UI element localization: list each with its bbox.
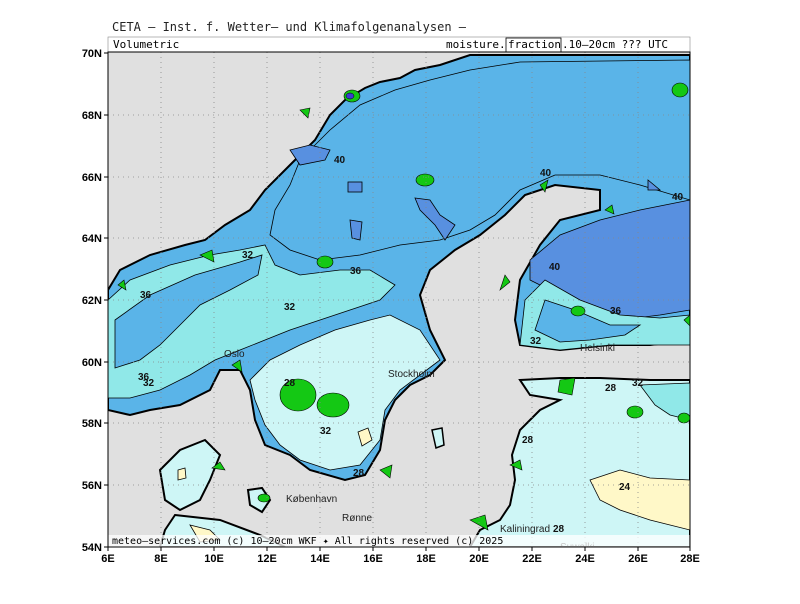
contour-label-32: 32: [242, 250, 254, 261]
lat-axis: 70N 68N 66N 64N 62N 60N 58N 56N 54N: [82, 48, 108, 554]
city-kobenhavn: København: [286, 494, 337, 505]
lat-label: 68N: [82, 110, 102, 122]
contour-label-28: 28: [553, 524, 565, 535]
band-40-lapland: [289, 144, 331, 166]
lon-label: 20E: [469, 553, 489, 565]
oland-band-24: [357, 427, 373, 447]
lon-label: 14E: [310, 553, 330, 565]
contour-label-36: 36: [140, 290, 152, 301]
city-helsinki: Helsinki: [580, 343, 615, 354]
band-36-inner: [114, 254, 263, 369]
contour-label-32: 32: [284, 302, 296, 313]
band-40-north: [269, 59, 690, 261]
contour-label-40: 40: [540, 168, 552, 179]
contour-label-36: 36: [350, 266, 362, 277]
lon-label: 8E: [154, 553, 167, 565]
lon-label: 28E: [680, 553, 700, 565]
contour-label-32: 32: [320, 426, 332, 437]
contour-labels: 40 40 40 40 36 36 36 36 32 32 32 32 32 2…: [138, 155, 684, 535]
contour-label-32: 32: [632, 378, 644, 389]
lon-axis: 6E 8E 10E 12E 14E 16E 18E 20E 22E 24E 26…: [101, 547, 700, 565]
lat-label: 54N: [82, 542, 102, 554]
contour-label-28: 28: [605, 383, 617, 394]
lat-label: 70N: [82, 48, 102, 60]
contour-label-40: 40: [334, 155, 346, 166]
contour-label-36: 36: [138, 372, 150, 383]
lon-label: 18E: [416, 553, 436, 565]
band-44-patch: [345, 92, 355, 100]
credit-bar: [108, 535, 690, 547]
contour-label-32: 32: [530, 336, 542, 347]
contour-label-28: 28: [522, 435, 534, 446]
map-title: CETA — Inst. f. Wetter— und Klimafolgena…: [112, 20, 467, 34]
lon-label: 26E: [628, 553, 648, 565]
city-oslo: Oslo: [224, 349, 245, 360]
lon-label: 6E: [101, 553, 114, 565]
lon-label: 22E: [522, 553, 542, 565]
contour-label-28: 28: [284, 378, 296, 389]
lon-label: 16E: [363, 553, 383, 565]
contour-label-40: 40: [672, 192, 684, 203]
lat-label: 62N: [82, 295, 102, 307]
contour-label-36: 36: [610, 306, 622, 317]
lat-label: 58N: [82, 418, 102, 430]
units-label-post: .10—20cm ??? UTC: [562, 38, 668, 51]
contour-label-40: 40: [549, 262, 561, 273]
band-40-patch-4: [647, 179, 662, 191]
lat-label: 66N: [82, 172, 102, 184]
gotland: [431, 427, 445, 450]
city-kaliningrad: Kaliningrad: [500, 524, 550, 535]
band-40-patch-3: [349, 219, 363, 241]
contour-label-28: 28: [353, 468, 365, 479]
lat-label: 56N: [82, 480, 102, 492]
band-24-baltic: [589, 469, 690, 531]
units-label-pre: moisture.: [446, 38, 506, 51]
graticule: [108, 52, 690, 547]
band-28-sweden: [249, 314, 441, 471]
city-ronne: Rønne: [342, 513, 372, 524]
lon-label: 12E: [257, 553, 277, 565]
band-40-patch-2: [414, 197, 456, 241]
denmark-band-24: [177, 467, 187, 481]
units-label-box: fraction: [508, 38, 561, 51]
lon-label: 24E: [575, 553, 595, 565]
lat-label: 64N: [82, 233, 102, 245]
credit-text: meteo—services.com (c) 10—20cm WKF ✦ All…: [112, 536, 503, 547]
contour-label-24: 24: [619, 482, 631, 493]
lat-label: 60N: [82, 357, 102, 369]
band-40-patch: [347, 181, 363, 193]
denmark-land: [158, 438, 222, 512]
map-area: 40 40 40 40 36 36 36 36 32 32 32 32 32 2…: [108, 52, 690, 547]
lon-label: 10E: [204, 553, 224, 565]
contour-label-32: 32: [143, 378, 155, 389]
band-36-finland: [534, 299, 642, 343]
city-stockholm: Stockholm: [388, 369, 435, 380]
variable-label: Volumetric: [113, 38, 179, 51]
